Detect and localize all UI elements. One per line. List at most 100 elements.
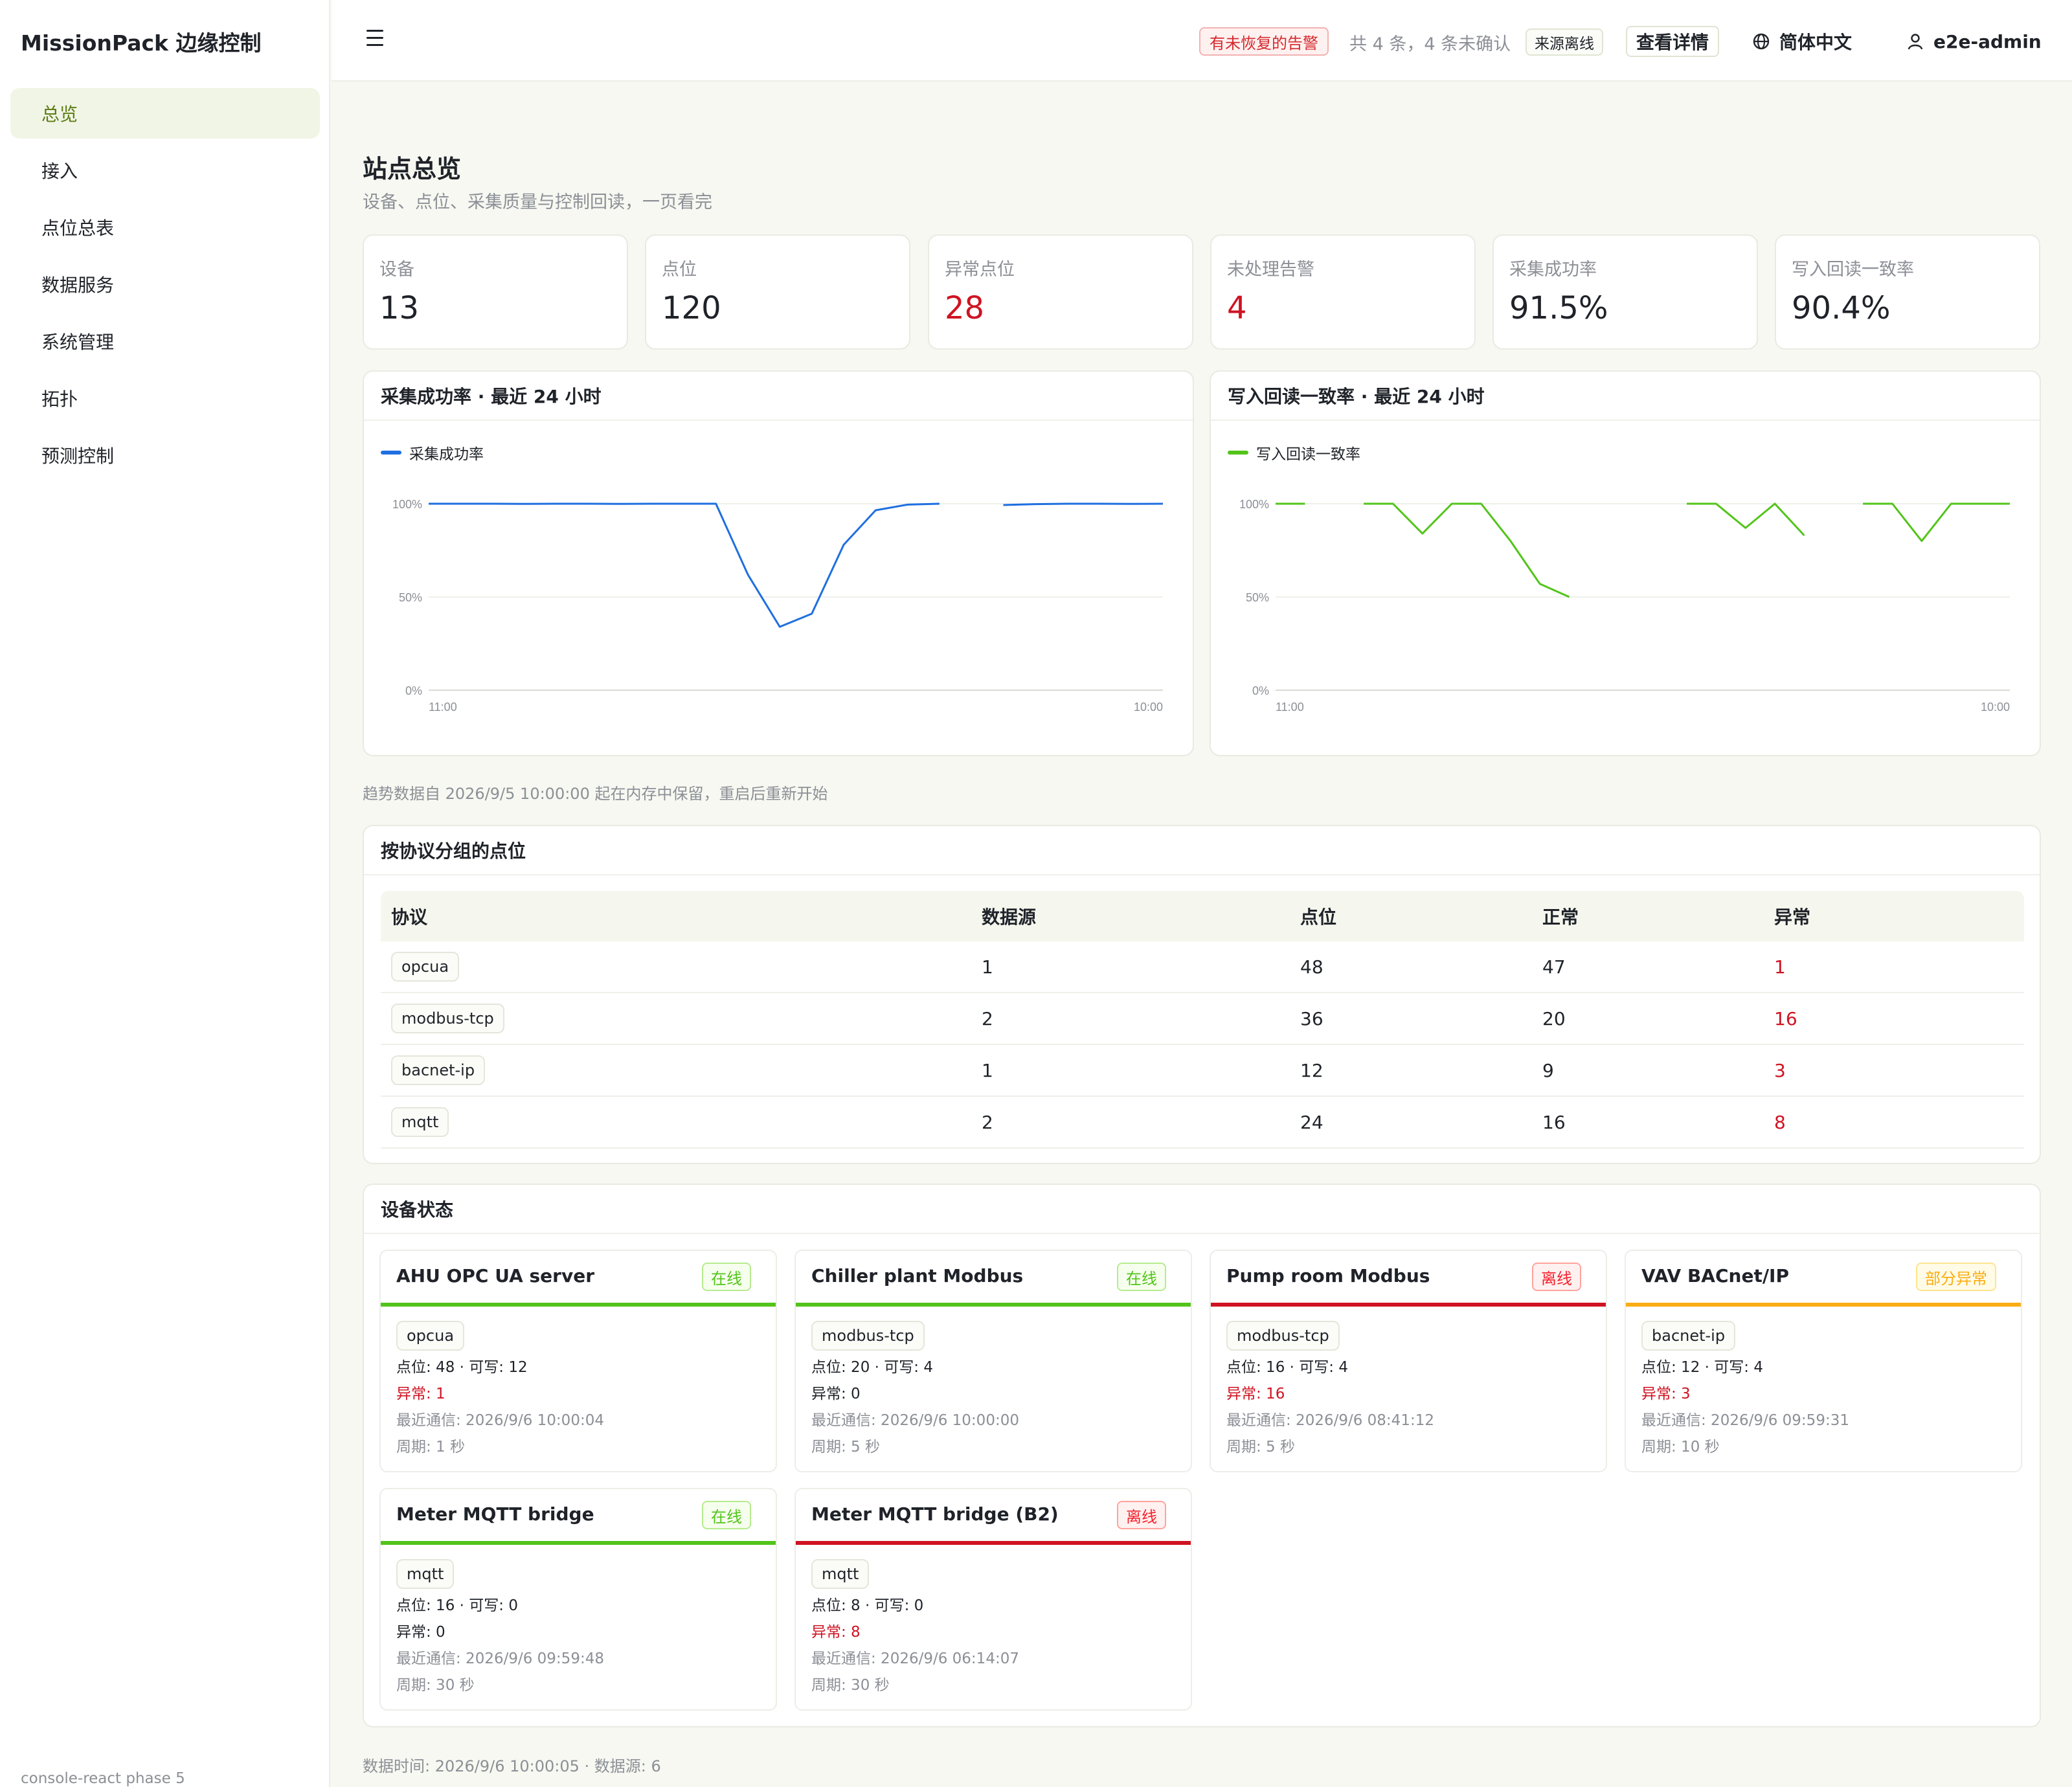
legend-label: 写入回读一致率 <box>1256 446 1360 463</box>
sidebar-item-topology[interactable]: 拓扑 <box>41 388 78 410</box>
device-card[interactable]: VAV BACnet/IP 部分异常 bacnet-ip 点位: 12 · 可写… <box>1625 1250 2022 1472</box>
x-tick-label: 10:00 <box>1981 701 2010 714</box>
stat-value: 120 <box>662 290 721 326</box>
device-abnormal: 异常: 1 <box>396 1386 445 1402</box>
stat-card-devices: 设备 13 <box>363 234 628 350</box>
table-row: modbus-tcp 2 36 20 16 <box>381 993 2024 1045</box>
legend-label: 采集成功率 <box>409 446 484 463</box>
device-status-panel: 设备状态 AHU OPC UA server 在线 opcua 点位: 48 ·… <box>363 1184 2041 1727</box>
protocol-table-panel: 按协议分组的点位 协议 数据源 点位 正常 异常 opcua 1 48 47 1… <box>363 825 2041 1164</box>
protocol-tag: modbus-tcp <box>811 1321 925 1351</box>
device-points: 点位: 12 · 可写: 4 <box>1641 1359 1763 1376</box>
table-cell: 20 <box>1542 1007 1566 1029</box>
language-label: 简体中文 <box>1779 32 1852 53</box>
panel-title: 按协议分组的点位 <box>364 826 2040 875</box>
device-name: Pump room Modbus <box>1226 1265 1430 1287</box>
device-card[interactable]: Chiller plant Modbus 在线 modbus-tcp 点位: 2… <box>794 1250 1192 1472</box>
device-period: 周期: 1 秒 <box>396 1439 466 1455</box>
legend-swatch <box>1228 451 1248 455</box>
device-card[interactable]: AHU OPC UA server 在线 opcua 点位: 48 · 可写: … <box>379 1250 777 1472</box>
sidebar: MissionPack 边缘控制 总览 接入 点位总表 数据服务 系统管理 拓扑… <box>0 0 330 1787</box>
series-line <box>429 502 940 628</box>
column-header[interactable]: 数据源 <box>982 906 1037 928</box>
y-tick-label: 50% <box>399 591 422 604</box>
data-timestamp: 数据时间: 2026/9/6 10:00:05 · 数据源: 6 <box>363 1757 661 1775</box>
chart-title: 采集成功率 · 最近 24 小时 <box>364 372 1193 421</box>
collect-rate-chart: 100% 50% 0% 11:00 10:00 <box>392 498 1164 714</box>
page-title: 站点总览 <box>363 155 462 183</box>
device-abnormal: 异常: 0 <box>396 1624 445 1641</box>
protocol-table: 协议 数据源 点位 正常 异常 opcua 1 48 47 1 modbus-t… <box>381 891 2024 1149</box>
table-cell: 1 <box>982 956 993 978</box>
user-name: e2e-admin <box>1933 30 2042 52</box>
table-row: bacnet-ip 1 12 9 3 <box>381 1045 2024 1097</box>
table-cell: 2 <box>982 1007 993 1029</box>
device-card[interactable]: Pump room Modbus 离线 modbus-tcp 点位: 16 · … <box>1210 1250 1607 1472</box>
device-last-comm: 最近通信: 2026/9/6 09:59:31 <box>1641 1412 1849 1429</box>
stat-label: 写入回读一致率 <box>1792 260 1914 280</box>
status-bar <box>796 1303 1191 1307</box>
device-last-comm: 最近通信: 2026/9/6 10:00:04 <box>396 1412 604 1429</box>
status-badge: 在线 <box>1117 1263 1166 1291</box>
stat-card-readback-rate: 写入回读一致率 90.4% <box>1775 234 2040 350</box>
user-menu[interactable]: e2e-admin <box>1906 26 2042 57</box>
column-header[interactable]: 正常 <box>1542 906 1579 928</box>
readback-rate-chart-panel: 写入回读一致率 · 最近 24 小时 100% 50% 0% 11:00 10:00 写… <box>1210 370 2041 756</box>
table-cell: 3 <box>1774 1059 1786 1081</box>
device-name: Meter MQTT bridge <box>396 1503 594 1525</box>
device-points: 点位: 20 · 可写: 4 <box>811 1359 933 1376</box>
sidebar-item-overview[interactable]: 总览 <box>10 88 320 139</box>
column-header[interactable]: 协议 <box>391 906 428 928</box>
stat-label: 采集成功率 <box>1509 260 1597 280</box>
device-card[interactable]: Meter MQTT bridge 在线 mqtt 点位: 16 · 可写: 0… <box>379 1488 777 1711</box>
protocol-tag: modbus-tcp <box>1226 1321 1340 1351</box>
column-header[interactable]: 点位 <box>1300 906 1337 928</box>
series-line <box>1364 502 1570 598</box>
table-cell: 8 <box>1774 1111 1786 1133</box>
page-subtitle: 设备、点位、采集质量与控制回读，一页看完 <box>363 192 712 212</box>
y-tick-label: 100% <box>392 498 422 511</box>
menu-toggle-icon[interactable] <box>366 30 390 49</box>
view-details-button[interactable]: 查看详情 <box>1626 26 1720 57</box>
protocol-tag: opcua <box>396 1321 465 1351</box>
device-period: 周期: 30 秒 <box>811 1677 890 1694</box>
globe-icon <box>1753 33 1770 50</box>
status-bar <box>381 1541 776 1545</box>
sidebar-item-data-service[interactable]: 数据服务 <box>41 275 115 296</box>
sidebar-item-predictive-control[interactable]: 预测控制 <box>41 445 115 467</box>
series-line <box>1003 502 1164 506</box>
collect-rate-chart-panel: 采集成功率 · 最近 24 小时 100% 50% 0% 11:00 10:00 采集成… <box>363 370 1194 756</box>
y-tick-label: 50% <box>1246 591 1269 604</box>
table-cell: 16 <box>1542 1111 1566 1133</box>
stat-label: 异常点位 <box>945 260 1015 280</box>
readback-rate-chart: 100% 50% 0% 11:00 10:00 <box>1239 498 2010 714</box>
sidebar-item-point-table[interactable]: 点位总表 <box>41 218 115 239</box>
stat-card-collect-rate: 采集成功率 91.5% <box>1492 234 1758 350</box>
device-period: 周期: 5 秒 <box>1226 1439 1296 1455</box>
status-badge: 在线 <box>702 1263 751 1291</box>
status-badge: 离线 <box>1532 1263 1581 1291</box>
sidebar-item-system-admin[interactable]: 系统管理 <box>41 332 115 353</box>
series-line <box>1863 502 2010 543</box>
table-cell: 2 <box>982 1111 993 1133</box>
table-cell: 36 <box>1300 1007 1323 1029</box>
protocol-tag: bacnet-ip <box>1641 1321 1736 1351</box>
device-card[interactable]: Meter MQTT bridge (B2) 离线 mqtt 点位: 8 · 可… <box>794 1488 1192 1711</box>
device-points: 点位: 16 · 可写: 4 <box>1226 1359 1348 1376</box>
language-switch[interactable]: 简体中文 <box>1752 26 1852 57</box>
device-name: AHU OPC UA server <box>396 1265 595 1287</box>
protocol-tag: mqtt <box>391 1107 449 1137</box>
table-cell: 12 <box>1300 1059 1323 1081</box>
status-bar <box>796 1541 1191 1545</box>
table-row: mqtt 2 24 16 8 <box>381 1097 2024 1149</box>
sidebar-item-access[interactable]: 接入 <box>41 161 78 182</box>
device-name: VAV BACnet/IP <box>1641 1265 1789 1287</box>
column-header[interactable]: 异常 <box>1774 906 1811 928</box>
x-tick-label: 11:00 <box>1276 701 1304 714</box>
table-row: opcua 1 48 47 1 <box>381 941 2024 993</box>
protocol-tag: mqtt <box>811 1559 870 1589</box>
stat-value: 90.4% <box>1792 290 1891 326</box>
status-bar <box>1626 1303 2021 1307</box>
alert-badge[interactable]: 有未恢复的告警 <box>1199 27 1329 56</box>
protocol-tag: opcua <box>391 952 460 982</box>
